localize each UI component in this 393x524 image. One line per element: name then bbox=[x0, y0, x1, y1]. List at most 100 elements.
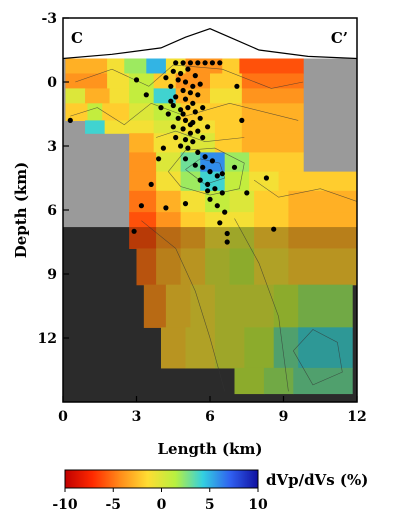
earthquake-point-41 bbox=[202, 154, 208, 160]
grid-cell-57 bbox=[156, 190, 182, 213]
grid-cell-71 bbox=[156, 227, 182, 249]
grid-cell-55 bbox=[278, 171, 357, 192]
colorbar-tick-label: -5 bbox=[105, 497, 121, 513]
earthquake-point-43 bbox=[192, 162, 198, 168]
above-surface-background bbox=[63, 18, 357, 59]
earthquake-point-72 bbox=[244, 190, 250, 196]
earthquake-point-33 bbox=[195, 128, 201, 134]
earthquake-point-54 bbox=[217, 220, 223, 226]
earthquake-point-71 bbox=[263, 175, 269, 181]
grid-cell-53 bbox=[224, 171, 250, 192]
earthquake-point-37 bbox=[200, 134, 206, 141]
grid-cell-84 bbox=[143, 284, 167, 328]
plot-area: C C’ bbox=[62, 17, 358, 403]
earthquake-point-50 bbox=[219, 190, 225, 196]
earthquake-point-8 bbox=[178, 70, 184, 77]
earthquake-point-51 bbox=[207, 196, 213, 202]
earthquake-point-20 bbox=[190, 100, 196, 106]
x-tick-label: 3 bbox=[132, 409, 142, 425]
earthquake-point-6 bbox=[217, 60, 223, 66]
y-tick-label: -3 bbox=[41, 11, 57, 27]
grid-cell-37 bbox=[241, 120, 304, 134]
earthquake-point-55 bbox=[224, 230, 230, 237]
grid-cell-62 bbox=[288, 190, 357, 213]
grid-cell-93 bbox=[214, 327, 245, 369]
grid-cell-82 bbox=[254, 248, 289, 286]
grid-cell-65 bbox=[180, 212, 206, 228]
grid-cell-95 bbox=[273, 327, 299, 369]
grid-cell-21 bbox=[210, 88, 243, 104]
grid-cell-56 bbox=[129, 190, 157, 213]
grid-cell-44 bbox=[156, 152, 182, 173]
earthquake-point-31 bbox=[180, 126, 186, 132]
colorbar-label: dVp/dVs (%) bbox=[266, 471, 368, 489]
grid-cell-80 bbox=[205, 248, 231, 286]
grid-cell-68 bbox=[254, 212, 289, 228]
earthquake-point-2 bbox=[187, 60, 193, 66]
grid-cell-73 bbox=[205, 227, 231, 249]
earthquake-point-77 bbox=[168, 98, 174, 104]
grid-cell-79 bbox=[180, 248, 206, 286]
earthquake-point-44 bbox=[200, 164, 206, 170]
earthquake-point-61 bbox=[160, 145, 166, 151]
grid-cell-15 bbox=[65, 88, 86, 104]
earthquake-point-59 bbox=[148, 181, 154, 187]
earthquake-point-47 bbox=[197, 177, 203, 183]
grid-cell-75 bbox=[254, 227, 289, 249]
earthquake-point-23 bbox=[185, 105, 191, 111]
earthquake-point-83 bbox=[219, 171, 225, 177]
x-axis: 0 3 6 9 12 bbox=[58, 396, 367, 425]
grid-cell-85 bbox=[165, 284, 191, 328]
earthquake-point-32 bbox=[187, 130, 193, 136]
earthquake-point-1 bbox=[180, 60, 186, 66]
grid-cell-7 bbox=[239, 58, 304, 75]
grid-cell-42 bbox=[241, 133, 304, 153]
grid-cell-24 bbox=[87, 103, 103, 121]
earthquake-point-29 bbox=[197, 115, 203, 121]
grid-cell-60 bbox=[229, 190, 255, 213]
grid-cell-32 bbox=[104, 120, 130, 134]
earthquake-point-49 bbox=[212, 186, 218, 192]
y-tick-label: 6 bbox=[47, 203, 57, 219]
colorbar-tick-label: 0 bbox=[157, 497, 167, 513]
contour-line-0 bbox=[75, 64, 304, 89]
grid-cell-96 bbox=[298, 327, 353, 369]
grid-cell-54 bbox=[249, 171, 280, 192]
earthquake-point-5 bbox=[209, 60, 215, 66]
earthquake-point-36 bbox=[190, 139, 196, 145]
grid-cell-0 bbox=[65, 58, 108, 75]
grid-cell-2 bbox=[124, 58, 147, 75]
grid-cell-43 bbox=[129, 152, 157, 173]
earthquake-point-17 bbox=[195, 92, 201, 98]
corner-label-right: C’ bbox=[331, 29, 348, 47]
grid-cell-50 bbox=[156, 171, 182, 192]
earthquake-point-75 bbox=[180, 111, 186, 117]
earthquake-point-19 bbox=[182, 96, 189, 102]
grid-cell-86 bbox=[190, 284, 216, 328]
earthquake-point-74 bbox=[205, 188, 211, 194]
grid-cell-9 bbox=[107, 73, 130, 89]
earthquake-point-13 bbox=[190, 83, 196, 89]
earthquake-point-65 bbox=[133, 77, 140, 83]
grid-cell-48 bbox=[249, 152, 304, 173]
grid-cell-67 bbox=[229, 212, 255, 228]
y-tick-label: 9 bbox=[47, 267, 57, 283]
earthquake-point-67 bbox=[158, 105, 164, 111]
earthquake-point-21 bbox=[170, 102, 176, 109]
grid-cell-22 bbox=[241, 88, 304, 104]
earthquake-point-39 bbox=[185, 145, 191, 151]
grid-cell-76 bbox=[288, 227, 357, 249]
grid-cell-64 bbox=[156, 212, 182, 228]
x-tick-label: 6 bbox=[205, 409, 215, 425]
grid-cell-97 bbox=[234, 367, 265, 395]
grid-cell-89 bbox=[273, 284, 299, 328]
y-axis-label: Depth (km) bbox=[12, 162, 30, 259]
grid-cell-36 bbox=[214, 120, 243, 134]
grid-cell-8 bbox=[65, 73, 108, 89]
grid-cell-13 bbox=[210, 73, 243, 89]
x-tick-label: 9 bbox=[279, 409, 289, 425]
grid-cell-1 bbox=[107, 58, 125, 75]
grid-cell-38 bbox=[129, 133, 155, 153]
grid-cell-77 bbox=[136, 248, 157, 286]
